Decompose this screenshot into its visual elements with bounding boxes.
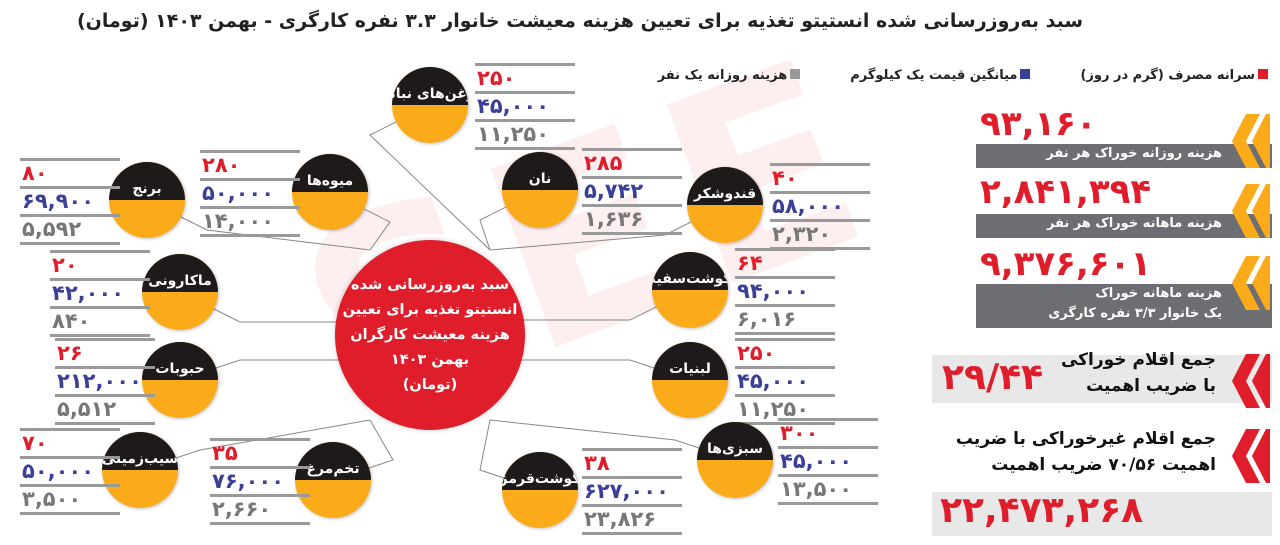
consumption-value: ۲۸۵ <box>582 151 682 179</box>
legend: سرانه مصرف (گرم در روز) میانگین قیمت یک … <box>658 68 1268 83</box>
price-value: ۹۴,۰۰۰ <box>735 279 835 307</box>
consumption-value: ۲۸۰ <box>200 153 300 181</box>
consumption-value: ۷۰ <box>20 431 120 459</box>
summary-label: هزینه ماهانه خوراک هر نفر <box>976 214 1272 238</box>
chevron-left-icon <box>1232 256 1270 310</box>
price-value: ۵۰,۰۰۰ <box>20 459 120 487</box>
consumption-value: ۳۸ <box>582 451 682 479</box>
price-value: ۷۶,۰۰۰ <box>210 469 310 497</box>
summary-label: هزینه ماهانه خوراک یک خانوار ۳/۳ نفره کا… <box>976 284 1272 328</box>
food-item-circle: گوشت‌سفید <box>652 252 728 328</box>
gray-square-icon <box>790 69 801 79</box>
daily-cost-value: ۳,۵۰۰ <box>20 487 120 515</box>
food-item-values: ۲۸۰ ۵۰,۰۰۰ ۱۴,۰۰۰ <box>200 150 300 237</box>
daily-cost-value: ۵,۵۹۲ <box>20 217 120 245</box>
price-value: ۵۸,۰۰۰ <box>770 194 870 222</box>
food-item-values: ۴۰ ۵۸,۰۰۰ ۲,۳۲۰ <box>770 163 870 250</box>
daily-cost-value: ۸۴۰ <box>50 309 150 337</box>
food-weight-label: جمع اقلام خوراکی با ضریب اهمیت <box>1060 350 1216 396</box>
food-item-values: ۲۰ ۴۲,۰۰۰ ۸۴۰ <box>50 250 150 337</box>
summary-value: ۹۳,۱۶۰ <box>980 104 1098 144</box>
chevron-left-icon <box>1232 429 1270 483</box>
price-value: ۲۱۲,۰۰۰ <box>55 369 155 397</box>
red-square-icon <box>1258 69 1268 79</box>
food-item-circle: تخم‌مرغ <box>295 442 371 518</box>
daily-cost-value: ۱,۶۳۶ <box>582 207 682 235</box>
daily-cost-value: ۲,۳۲۰ <box>770 222 870 250</box>
legend-item-daily-cost: هزینه روزانه یک نفر <box>658 68 801 83</box>
consumption-value: ۲۰ <box>50 253 150 281</box>
food-item-circle: میوه‌ها <box>292 154 368 230</box>
nonfood-weight-value: ۲۲,۴۷۳,۲۶۸ <box>940 490 1144 531</box>
consumption-value: ۳۰۰ <box>778 421 878 449</box>
summary-label: هزینه روزانه خوراک هر نفر <box>976 144 1272 168</box>
summary-daily: هزینه روزانه خوراک هر نفر ۹۳,۱۶۰ <box>976 104 1272 170</box>
chevron-left-icon <box>1232 114 1270 168</box>
daily-cost-value: ۶,۰۱۶ <box>735 307 835 335</box>
food-item-circle: لبنیات <box>652 342 728 418</box>
legend-item-consumption: سرانه مصرف (گرم در روز) <box>1080 68 1268 83</box>
food-item-values: ۲۵۰ ۴۵,۰۰۰ ۱۱,۲۵۰ <box>735 338 835 425</box>
food-item-circle: نان <box>502 152 578 228</box>
consumption-value: ۲۵۰ <box>735 341 835 369</box>
price-value: ۴۵,۰۰۰ <box>778 449 878 477</box>
price-value: ۶۹,۹۰۰ <box>20 189 120 217</box>
price-value: ۴۵,۰۰۰ <box>475 94 575 122</box>
daily-cost-value: ۱۱,۲۵۰ <box>735 397 835 425</box>
food-item-circle: برنج <box>109 162 185 238</box>
nonfood-weight-label: جمع اقلام غیرخوراکی با ضریب اهمیت ۷۰/۵۶ … <box>955 429 1216 475</box>
daily-cost-value: ۱۴,۰۰۰ <box>200 209 300 237</box>
daily-cost-value: ۱۳,۵۰۰ <box>778 477 878 505</box>
food-item-circle: حبوبات <box>142 342 218 418</box>
food-item-values: ۳۰۰ ۴۵,۰۰۰ ۱۳,۵۰۰ <box>778 418 878 505</box>
food-item-values: ۲۵۰ ۴۵,۰۰۰ ۱۱,۲۵۰ <box>475 63 575 150</box>
consumption-value: ۲۵۰ <box>475 66 575 94</box>
food-item-circle: قندوشکر <box>687 167 763 243</box>
summary-value: ۲,۸۴۱,۳۹۴ <box>980 172 1152 212</box>
daily-cost-value: ۲,۶۶۰ <box>210 497 310 525</box>
consumption-value: ۴۰ <box>770 166 870 194</box>
food-item-circle: سبزی‌ها <box>697 422 773 498</box>
consumption-value: ۸۰ <box>20 161 120 189</box>
food-item-values: ۸۰ ۶۹,۹۰۰ ۵,۵۹۲ <box>20 158 120 245</box>
food-item-values: ۳۸ ۶۲۷,۰۰۰ ۲۳,۸۲۶ <box>582 448 682 535</box>
food-item-circle: سیب‌زمینی <box>102 432 178 508</box>
center-circle: سبد به‌روزرسانی شده انستیتو تغذیه برای ت… <box>335 240 525 430</box>
price-value: ۵,۷۴۲ <box>582 179 682 207</box>
food-item-values: ۶۴ ۹۴,۰۰۰ ۶,۰۱۶ <box>735 248 835 335</box>
consumption-value: ۳۵ <box>210 441 310 469</box>
nonfood-weight-box: جمع اقلام غیرخوراکی با ضریب اهمیت ۷۰/۵۶ … <box>932 422 1272 540</box>
food-item-values: ۲۸۵ ۵,۷۴۲ ۱,۶۳۶ <box>582 148 682 235</box>
price-value: ۴۵,۰۰۰ <box>735 369 835 397</box>
food-weight-box: جمع اقلام خوراکی با ضریب اهمیت ۲۹/۴۴ <box>932 345 1272 415</box>
food-item-values: ۷۰ ۵۰,۰۰۰ ۳,۵۰۰ <box>20 428 120 515</box>
food-item-circle: روغن‌های نباتی <box>392 67 468 143</box>
food-item-values: ۳۵ ۷۶,۰۰۰ ۲,۶۶۰ <box>210 438 310 525</box>
price-value: ۶۲۷,۰۰۰ <box>582 479 682 507</box>
legend-item-price: میانگین قیمت یک کیلوگرم <box>850 68 1031 83</box>
summary-monthly: هزینه ماهانه خوراک هر نفر ۲,۸۴۱,۳۹۴ <box>976 172 1272 240</box>
food-item-circle: ماکارونی <box>142 254 218 330</box>
daily-cost-value: ۵,۵۱۲ <box>55 397 155 425</box>
blue-square-icon <box>1020 69 1031 79</box>
summary-value: ۹,۳۷۶,۶۰۱ <box>980 244 1152 284</box>
price-value: ۴۲,۰۰۰ <box>50 281 150 309</box>
summary-household: هزینه ماهانه خوراک یک خانوار ۳/۳ نفره کا… <box>976 244 1272 332</box>
food-item-values: ۲۶ ۲۱۲,۰۰۰ ۵,۵۱۲ <box>55 338 155 425</box>
page-title: سبد به‌روزرسانی شده انستیتو تغذیه برای ت… <box>76 10 1084 32</box>
chevron-left-icon <box>1232 354 1270 408</box>
daily-cost-value: ۱۱,۲۵۰ <box>475 122 575 150</box>
consumption-value: ۶۴ <box>735 251 835 279</box>
food-weight-value: ۲۹/۴۴ <box>942 357 1044 398</box>
consumption-value: ۲۶ <box>55 341 155 369</box>
price-value: ۵۰,۰۰۰ <box>200 181 300 209</box>
chevron-left-icon <box>1232 184 1270 238</box>
daily-cost-value: ۲۳,۸۲۶ <box>582 507 682 535</box>
food-item-circle: گوشت‌قرمز <box>502 452 578 528</box>
